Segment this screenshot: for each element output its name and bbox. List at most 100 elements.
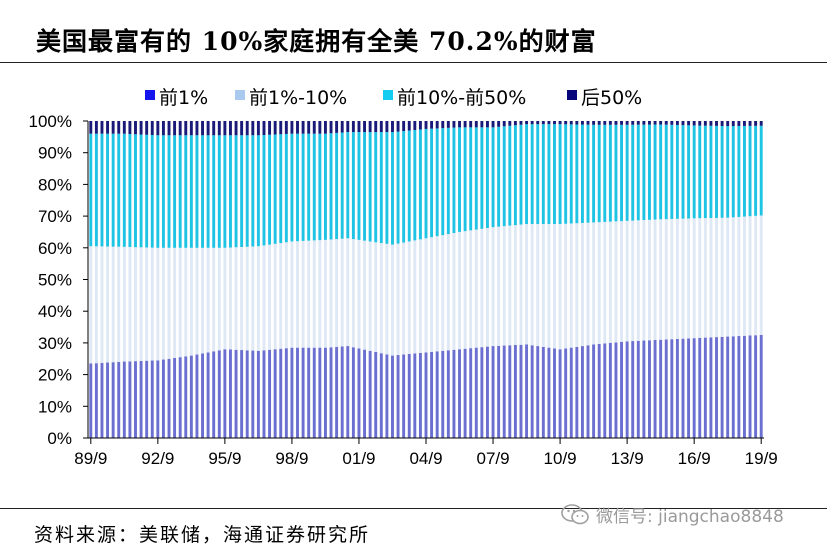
bar-top-1pct [94, 363, 98, 438]
bar-top-10-50pct [122, 133, 126, 247]
bar-bottom-50pct [273, 121, 277, 135]
bar-bottom-50pct [240, 121, 244, 136]
y-tick-label: 50% [38, 271, 72, 290]
x-tick-label: 01/9 [342, 449, 375, 468]
bar-top-1pct [111, 362, 115, 438]
bar-top-10-50pct [178, 135, 182, 248]
bar-top-1-10pct [553, 224, 556, 349]
bar-top-1-10pct [659, 219, 663, 340]
bar-top-10-50pct [206, 135, 210, 248]
bar-top-10-50pct [480, 127, 484, 229]
bar-top-1-10pct [480, 228, 484, 348]
bar-top-1pct [396, 355, 400, 438]
bar-top-1-10pct [335, 239, 339, 347]
bar-top-1-10pct [525, 224, 529, 345]
bar-top-1pct [592, 344, 596, 438]
bar-top-1pct [486, 346, 489, 438]
bar-bottom-50pct [737, 121, 741, 126]
bar-top-1-10pct [229, 247, 232, 350]
bar-bottom-50pct [748, 121, 752, 126]
bar-top-1pct [391, 355, 394, 438]
bar-top-1-10pct [106, 246, 110, 363]
bar-top-1pct [385, 354, 389, 438]
bar-bottom-50pct [122, 121, 126, 134]
bar-bottom-50pct [508, 121, 512, 126]
bar-top-1pct [625, 341, 629, 438]
bar-top-1pct [659, 339, 663, 438]
bar-top-10-50pct [458, 127, 461, 232]
bar-top-10-50pct [363, 132, 366, 241]
bar-bottom-50pct [128, 121, 132, 134]
bar-top-1pct [145, 360, 149, 438]
bar-top-1-10pct [256, 246, 260, 351]
bar-bottom-50pct [754, 121, 758, 126]
y-tick-label: 60% [38, 239, 72, 258]
bar-top-1-10pct [452, 233, 456, 350]
bar-bottom-50pct [111, 121, 115, 134]
bar-top-1pct [519, 344, 523, 438]
bar-bottom-50pct [145, 121, 149, 135]
bar-bottom-50pct [94, 121, 98, 134]
y-tick-label: 100% [29, 112, 72, 131]
bar-top-1pct [463, 348, 467, 438]
bar-top-1-10pct [329, 239, 333, 348]
bar-top-10-50pct [553, 124, 556, 225]
bar-bottom-50pct [134, 121, 137, 135]
bar-top-10-50pct [189, 135, 193, 248]
bar-top-1-10pct [486, 227, 489, 347]
bar-bottom-50pct [675, 121, 679, 125]
bar-top-1pct [284, 348, 288, 438]
bar-top-1-10pct [469, 230, 473, 349]
bar-top-1pct [139, 360, 143, 438]
bar-top-1pct [363, 349, 366, 438]
bar-top-10-50pct [575, 124, 579, 224]
bar-top-1pct [413, 353, 417, 438]
bar-bottom-50pct [664, 121, 668, 125]
bar-top-10-50pct [245, 135, 249, 247]
bar-bottom-50pct [497, 121, 501, 127]
bar-bottom-50pct [402, 121, 406, 132]
bar-top-1-10pct [653, 219, 657, 340]
bar-top-10-50pct [681, 125, 685, 219]
bar-top-10-50pct [418, 129, 422, 240]
bar-top-1pct [106, 362, 110, 438]
bar-top-1pct [290, 347, 294, 438]
bar-top-10-50pct [474, 127, 478, 230]
bar-top-1pct [318, 347, 322, 438]
bar-top-1-10pct [318, 240, 322, 348]
bar-top-1pct [161, 359, 165, 438]
bar-top-10-50pct [502, 126, 506, 227]
bar-top-1-10pct [385, 243, 389, 355]
bar-top-1pct [351, 347, 355, 438]
bar-bottom-50pct [256, 121, 260, 136]
bar-top-1-10pct [703, 218, 707, 338]
bar-top-1-10pct [301, 240, 305, 348]
bar-top-1pct [346, 346, 350, 438]
bar-top-1-10pct [497, 226, 501, 346]
bar-top-10-50pct [541, 124, 545, 225]
bar-top-1-10pct [413, 240, 417, 354]
bar-top-10-50pct [580, 124, 584, 223]
bar-top-10-50pct [217, 135, 221, 248]
bar-top-1-10pct [547, 224, 551, 348]
bar-top-1pct [653, 339, 657, 438]
bar-top-1-10pct [519, 224, 523, 345]
bar-top-10-50pct [536, 124, 540, 225]
bar-top-1-10pct [323, 239, 327, 348]
bar-top-10-50pct [469, 127, 473, 231]
bar-top-1-10pct [424, 238, 428, 353]
bar-top-10-50pct [620, 124, 623, 222]
bar-top-1-10pct [251, 246, 255, 351]
bar-top-1pct [379, 353, 383, 438]
bar-top-10-50pct [301, 133, 305, 241]
bar-top-10-50pct [569, 124, 573, 224]
bar-top-1pct [737, 336, 741, 438]
bar-top-1-10pct [150, 247, 154, 361]
bar-top-10-50pct [642, 124, 646, 221]
bar-bottom-50pct [407, 121, 411, 131]
bar-top-10-50pct [89, 133, 93, 247]
bar-bottom-50pct [474, 121, 478, 128]
bar-top-1pct [368, 350, 372, 438]
bar-top-10-50pct [335, 132, 339, 240]
bar-top-1-10pct [195, 247, 199, 355]
